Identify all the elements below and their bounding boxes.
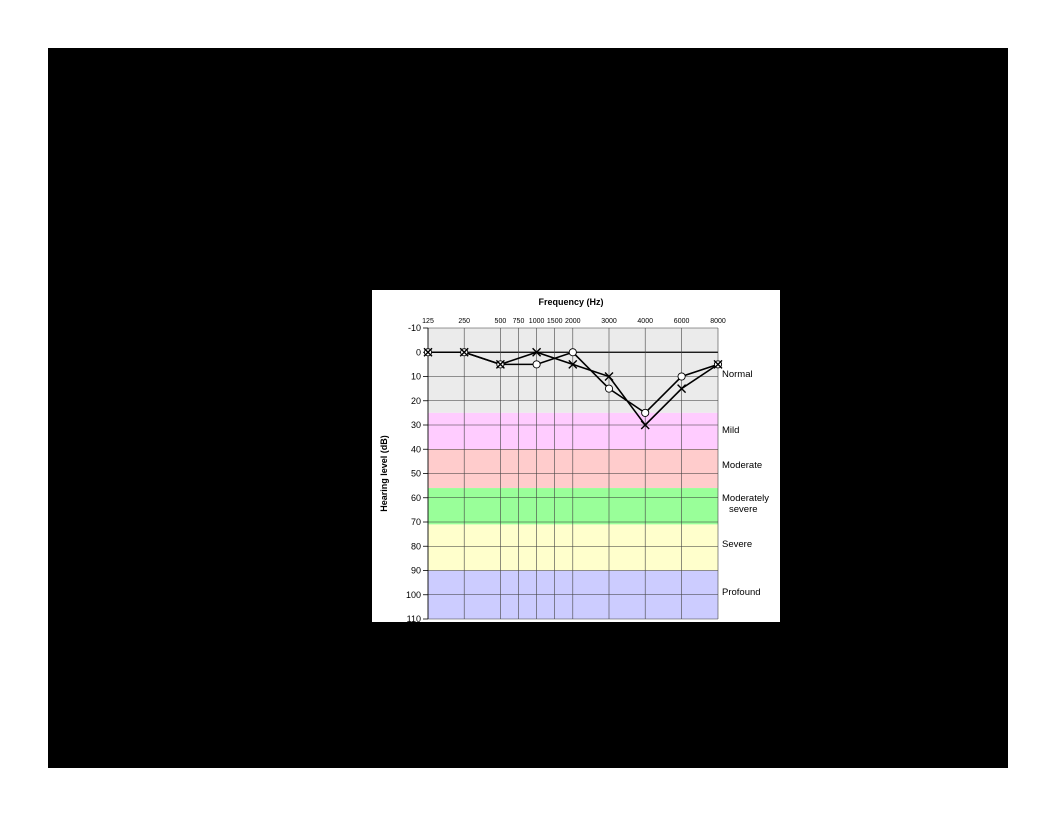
band-label-4: Severe <box>722 539 752 550</box>
y-tick-label-12: 110 <box>407 614 421 622</box>
band-label-0: Normal <box>722 369 753 380</box>
y-tick-label-11: 100 <box>406 590 421 600</box>
series-1-point-1 <box>459 347 469 357</box>
series-1-point-3 <box>532 347 542 357</box>
x-tick-label-6: 2000 <box>565 318 581 325</box>
series-0-point-3 <box>532 360 541 369</box>
y-tick-label-1: 0 <box>416 347 421 357</box>
band-label-2: Moderate <box>722 460 762 471</box>
y-tick-label-6: 50 <box>411 469 421 479</box>
series-1-point-6 <box>640 420 650 430</box>
y-tick-label-10: 90 <box>411 566 421 576</box>
chart-title: Frequency (Hz) <box>538 297 603 307</box>
series-0-point-6 <box>641 408 650 417</box>
band-label-1: Mild <box>722 425 739 436</box>
y-tick-label-3: 20 <box>411 396 421 406</box>
audiogram-chart: -10 0 10 20 30 40 50 60 70 80 90 100 110 125 250 500 750… <box>379 297 769 622</box>
series-1-point-5 <box>604 372 614 381</box>
x-tick-label-1: 250 <box>458 318 470 325</box>
y-tick-label-9: 80 <box>411 541 421 551</box>
x-tick-label-2: 500 <box>495 318 507 325</box>
series-1-point-4 <box>568 359 578 369</box>
series-1-point-8 <box>713 359 723 369</box>
x-tick-label-10: 8000 <box>710 318 726 325</box>
y-tick-label-0: -10 <box>408 323 421 333</box>
x-tick-label-5: 1500 <box>547 318 563 325</box>
y-tick-label-5: 40 <box>411 444 421 454</box>
y-tick-label-2: 10 <box>411 372 421 382</box>
y-tick-label-7: 60 <box>411 493 421 503</box>
x-tick-label-3: 750 <box>513 318 525 325</box>
x-tick-label-9: 6000 <box>674 318 690 325</box>
audiogram-panel: -10 0 10 20 30 40 50 60 70 80 90 100 110 125 250 500 750… <box>372 290 780 622</box>
series-0-point-5 <box>604 384 614 393</box>
y-axis-label: Hearing level (dB) <box>379 435 389 512</box>
series-1-point-7 <box>677 384 687 394</box>
y-tick-label-4: 30 <box>411 420 421 430</box>
band-label-5: Profound <box>722 587 761 598</box>
x-tick-label-8: 4000 <box>637 318 653 325</box>
x-tick-label-0: 125 <box>422 318 434 325</box>
band-label-3-line-0: Moderately <box>722 493 769 504</box>
series-1-point-2 <box>495 359 505 369</box>
slide-background: -10 0 10 20 30 40 50 60 70 80 90 100 110 125 250 500 750… <box>48 48 1008 768</box>
x-tick-label-7: 3000 <box>601 318 617 325</box>
x-tick-label-4: 1000 <box>529 318 545 325</box>
series-1-point-0 <box>423 347 433 357</box>
series-0-point-4 <box>568 348 577 357</box>
band-label-3-line-1: severe <box>729 504 758 515</box>
series-0-point-7 <box>677 372 686 381</box>
y-tick-label-8: 70 <box>411 517 421 527</box>
